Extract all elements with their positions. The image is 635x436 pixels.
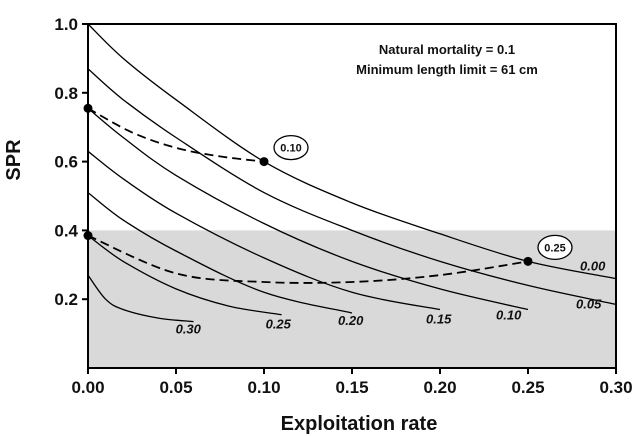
x-tick-label: 0.10 <box>247 378 280 397</box>
y-tick-label: 0.6 <box>54 153 78 172</box>
x-tick-label: 0.20 <box>423 378 456 397</box>
annotation-natural-mortality: Natural mortality = 0.1 <box>379 42 515 57</box>
curve-label-0.15: 0.15 <box>426 312 452 327</box>
curve-label-0.20: 0.20 <box>338 313 364 328</box>
curve-0.25 <box>87 235 282 316</box>
x-tick-label: 0.00 <box>71 378 104 397</box>
callout-ellipse <box>537 234 573 261</box>
callout-0.10: 0.10 <box>273 134 309 161</box>
callout-0.25: 0.25 <box>537 234 573 261</box>
y-tick-label: 1.0 <box>54 15 78 34</box>
dashed-curve-0.25 <box>87 234 529 284</box>
curve-label-0.10: 0.10 <box>496 308 522 323</box>
x-axis-ticks: 0.00 0.05 0.10 0.15 0.20 0.25 0.30 <box>71 368 633 397</box>
curve-0.15 <box>87 150 441 311</box>
dashed-curves <box>87 107 529 284</box>
spr-curves <box>87 23 617 323</box>
dashed-curve-0.10 <box>87 107 265 163</box>
curve-labels: 0.00 0.05 0.10 0.15 0.20 0.25 0.30 <box>176 259 606 337</box>
y-axis-label: SPR <box>3 139 25 181</box>
y-axis-ticks: 0.2 0.4 0.6 0.8 1.0 <box>54 15 88 309</box>
callout-ellipse <box>273 134 309 161</box>
curve-label-0.30: 0.30 <box>176 322 202 337</box>
x-axis-label: Exploitation rate <box>281 413 438 435</box>
callout-text: 0.25 <box>544 242 565 254</box>
y-tick-label: 0.4 <box>54 221 78 240</box>
x-tick-label: 0.05 <box>159 378 192 397</box>
x-tick-label: 0.25 <box>511 378 544 397</box>
curve-label-0.00: 0.00 <box>580 259 606 274</box>
curve-0.05 <box>87 68 617 306</box>
x-tick-label: 0.30 <box>599 378 632 397</box>
markers <box>83 103 533 266</box>
reference-shaded-region <box>88 230 616 368</box>
curve-label-0.05: 0.05 <box>576 296 602 311</box>
y-tick-label: 0.2 <box>54 290 78 309</box>
annotation-min-length: Minimum length limit = 61 cm <box>356 62 538 77</box>
x-tick-label: 0.15 <box>335 378 368 397</box>
marker-3 <box>523 256 533 266</box>
callouts: 0.10 0.25 <box>273 134 573 261</box>
curve-0.30 <box>87 274 194 323</box>
curve-0.10 <box>87 107 529 311</box>
callout-text: 0.10 <box>280 143 301 155</box>
curve-label-0.25: 0.25 <box>266 317 292 332</box>
marker-1 <box>259 157 269 167</box>
curve-0.20 <box>87 192 353 314</box>
curve-0.00 <box>87 23 617 280</box>
y-tick-label: 0.8 <box>54 84 78 103</box>
